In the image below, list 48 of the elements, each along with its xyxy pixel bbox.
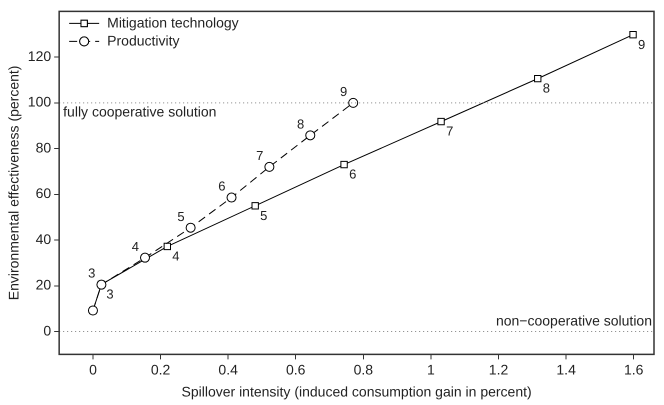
y-tick-label: 100 xyxy=(28,94,52,110)
annotation: 9 xyxy=(638,36,646,52)
point xyxy=(437,118,445,126)
annotation: 8 xyxy=(542,80,550,96)
point xyxy=(264,162,274,172)
annotation: 4 xyxy=(172,248,180,264)
x-tick-label: 1 xyxy=(427,362,436,378)
x-tick-label: 1.2 xyxy=(488,362,508,378)
x-tick-label: 1.4 xyxy=(556,362,576,378)
annotation: 7 xyxy=(446,124,454,139)
point xyxy=(140,252,150,263)
x-tick-label: 0.8 xyxy=(354,362,374,378)
x-tick-label: 0.2 xyxy=(150,362,170,378)
y-axis-title: Environmental effectiveness (percent) xyxy=(5,66,22,300)
point xyxy=(305,130,316,140)
point xyxy=(340,160,348,168)
x-tick-label: 0 xyxy=(89,362,98,378)
annotation: 5 xyxy=(260,208,268,223)
annotation: 8 xyxy=(297,116,304,132)
x-axis-title: Spillover intensity (induced consumption gain in percent) xyxy=(181,383,532,400)
annotation: 3 xyxy=(106,286,114,302)
legend-label: Mitigation technology xyxy=(107,14,239,30)
x-tick-label: 0.6 xyxy=(286,362,306,378)
point xyxy=(629,31,637,38)
annotation: 6 xyxy=(218,178,226,194)
y-tick-label: 80 xyxy=(36,139,52,156)
x-tick-label: 1.6 xyxy=(624,362,644,378)
ref-line-label: fully cooperative solution xyxy=(63,104,216,120)
y-tick-label: 120 xyxy=(28,48,52,64)
x-tick-label: 0.4 xyxy=(218,362,238,378)
point xyxy=(164,242,171,250)
annotation: 6 xyxy=(349,166,356,182)
annotation: 3 xyxy=(88,266,96,281)
point xyxy=(226,192,237,203)
annotation: 5 xyxy=(177,208,185,224)
ref-line-label: non−cooperative solution xyxy=(496,312,652,328)
legend-label: Productivity xyxy=(107,32,180,48)
point xyxy=(348,98,358,108)
point xyxy=(252,202,259,210)
y-tick-label: 40 xyxy=(36,230,52,247)
point xyxy=(186,222,196,233)
point xyxy=(534,74,542,82)
annotation: 9 xyxy=(340,84,348,99)
y-tick-label: 60 xyxy=(36,185,52,202)
annotation: 4 xyxy=(132,238,140,254)
y-tick-label: 0 xyxy=(43,322,52,338)
annotation: 7 xyxy=(256,148,264,163)
y-tick-label: 20 xyxy=(36,276,52,293)
